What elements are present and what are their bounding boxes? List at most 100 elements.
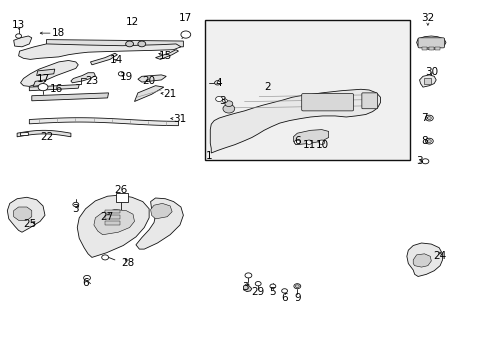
Text: 28: 28 bbox=[121, 258, 135, 268]
Text: 26: 26 bbox=[114, 185, 128, 195]
Polygon shape bbox=[14, 207, 32, 220]
Polygon shape bbox=[20, 60, 78, 86]
Circle shape bbox=[295, 285, 299, 288]
Circle shape bbox=[73, 202, 79, 207]
Circle shape bbox=[305, 140, 311, 144]
Text: 19: 19 bbox=[119, 72, 133, 82]
Text: 24: 24 bbox=[432, 251, 446, 261]
Polygon shape bbox=[71, 73, 95, 83]
Polygon shape bbox=[105, 215, 120, 219]
Polygon shape bbox=[29, 85, 79, 91]
Polygon shape bbox=[17, 130, 71, 137]
Text: 14: 14 bbox=[109, 55, 123, 66]
Text: 30: 30 bbox=[424, 67, 437, 77]
Text: 22: 22 bbox=[40, 132, 53, 142]
Polygon shape bbox=[428, 47, 433, 50]
Text: 10: 10 bbox=[316, 140, 328, 150]
Text: 5: 5 bbox=[269, 287, 276, 297]
Polygon shape bbox=[105, 210, 120, 213]
Text: 3: 3 bbox=[219, 96, 225, 106]
Text: 6: 6 bbox=[293, 136, 300, 146]
Text: 20: 20 bbox=[142, 76, 155, 86]
Circle shape bbox=[83, 275, 90, 280]
Text: 9: 9 bbox=[293, 293, 300, 303]
Text: 29: 29 bbox=[251, 287, 264, 297]
Circle shape bbox=[425, 138, 432, 144]
Text: 25: 25 bbox=[23, 219, 37, 229]
Text: 15: 15 bbox=[158, 51, 172, 61]
Polygon shape bbox=[7, 197, 45, 232]
Text: 12: 12 bbox=[125, 17, 139, 27]
Polygon shape bbox=[210, 89, 380, 153]
Text: 13: 13 bbox=[12, 20, 25, 30]
Text: 3: 3 bbox=[72, 204, 79, 214]
Polygon shape bbox=[37, 69, 55, 76]
Polygon shape bbox=[29, 118, 178, 126]
Text: 3: 3 bbox=[415, 156, 422, 166]
Polygon shape bbox=[136, 198, 183, 249]
Circle shape bbox=[138, 41, 145, 47]
Text: 4: 4 bbox=[215, 78, 222, 88]
Text: 2: 2 bbox=[264, 82, 271, 92]
Circle shape bbox=[427, 117, 430, 120]
Circle shape bbox=[223, 104, 234, 113]
Circle shape bbox=[181, 31, 190, 38]
Text: 23: 23 bbox=[85, 76, 99, 86]
Polygon shape bbox=[406, 243, 442, 276]
Text: 6: 6 bbox=[281, 293, 287, 303]
Polygon shape bbox=[105, 221, 120, 225]
Polygon shape bbox=[14, 36, 32, 47]
Text: 21: 21 bbox=[163, 89, 177, 99]
Circle shape bbox=[427, 140, 430, 143]
Polygon shape bbox=[293, 130, 328, 145]
Text: 3: 3 bbox=[242, 282, 248, 292]
Text: 1: 1 bbox=[205, 150, 212, 161]
Polygon shape bbox=[419, 75, 435, 87]
Circle shape bbox=[294, 140, 300, 144]
Polygon shape bbox=[138, 75, 166, 82]
Circle shape bbox=[421, 159, 428, 164]
FancyBboxPatch shape bbox=[301, 94, 353, 111]
Circle shape bbox=[244, 273, 251, 278]
Polygon shape bbox=[46, 40, 183, 48]
Circle shape bbox=[215, 96, 222, 102]
Circle shape bbox=[16, 34, 21, 38]
Circle shape bbox=[224, 101, 232, 107]
Text: 32: 32 bbox=[420, 13, 434, 23]
Polygon shape bbox=[434, 47, 439, 50]
Text: 18: 18 bbox=[52, 28, 65, 38]
Polygon shape bbox=[77, 195, 149, 257]
Polygon shape bbox=[90, 53, 117, 65]
Polygon shape bbox=[150, 203, 172, 219]
Polygon shape bbox=[412, 254, 430, 267]
Polygon shape bbox=[20, 132, 28, 136]
Polygon shape bbox=[94, 210, 134, 235]
FancyBboxPatch shape bbox=[417, 38, 444, 48]
FancyBboxPatch shape bbox=[361, 93, 377, 109]
Circle shape bbox=[102, 255, 108, 260]
Polygon shape bbox=[116, 193, 128, 202]
Polygon shape bbox=[33, 80, 45, 86]
Polygon shape bbox=[421, 47, 426, 50]
Polygon shape bbox=[32, 93, 108, 101]
Text: 31: 31 bbox=[173, 114, 186, 124]
Text: 7: 7 bbox=[420, 113, 427, 123]
Circle shape bbox=[425, 115, 432, 121]
Polygon shape bbox=[243, 284, 251, 292]
Polygon shape bbox=[19, 44, 181, 59]
Text: 11: 11 bbox=[302, 140, 315, 150]
Polygon shape bbox=[134, 86, 163, 102]
Circle shape bbox=[125, 41, 133, 47]
Text: 6: 6 bbox=[82, 278, 89, 288]
Circle shape bbox=[255, 282, 261, 286]
Text: 17: 17 bbox=[179, 13, 192, 23]
Text: 16: 16 bbox=[49, 84, 63, 94]
Polygon shape bbox=[155, 50, 178, 59]
Circle shape bbox=[214, 81, 220, 85]
Polygon shape bbox=[424, 78, 430, 84]
Circle shape bbox=[269, 284, 275, 288]
Bar bbox=[205, 20, 409, 160]
Circle shape bbox=[293, 284, 300, 289]
Text: 17: 17 bbox=[36, 74, 50, 84]
Circle shape bbox=[318, 140, 324, 144]
